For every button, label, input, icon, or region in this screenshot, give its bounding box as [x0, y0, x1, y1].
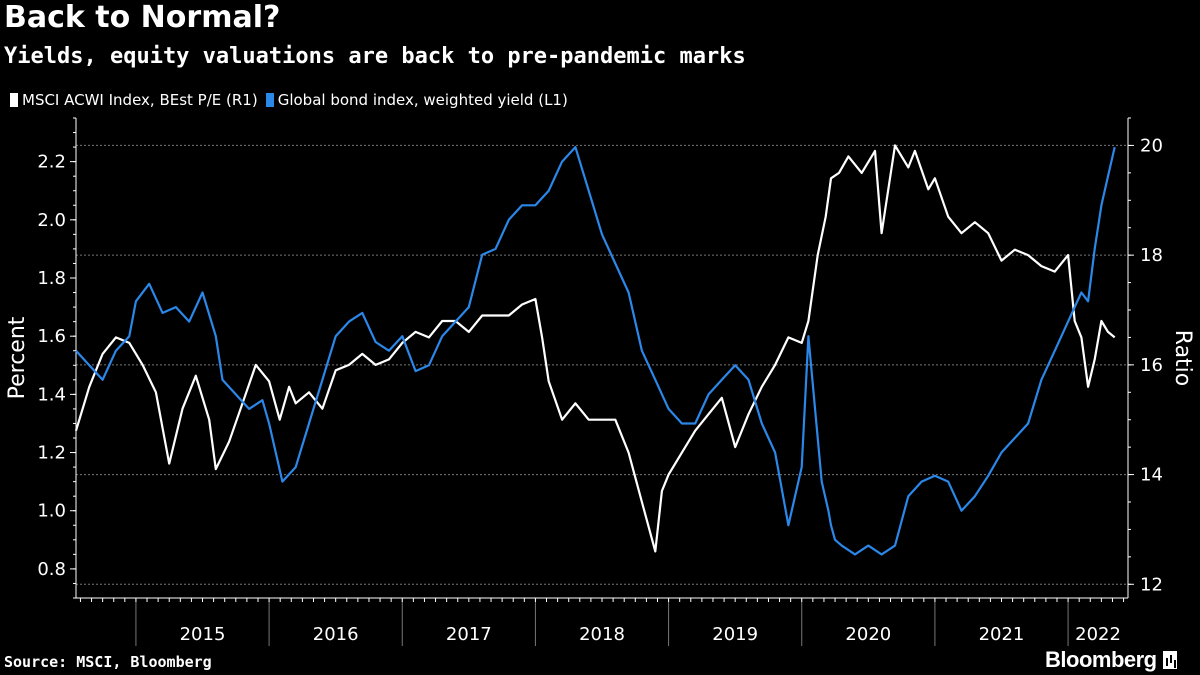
x-tick-label-2020: 2020 — [845, 624, 891, 645]
y-axis-right-title: Ratio — [1170, 330, 1195, 386]
legend-label-yield: Global bond index, weighted yield (L1) — [277, 91, 568, 109]
x-tick-label-2021: 2021 — [979, 624, 1025, 645]
chart-legend: MSCI ACWI Index, BEst P/E (R1) Global bo… — [10, 91, 576, 109]
x-tick-label-2015: 2015 — [180, 624, 226, 645]
y-axis-left-title: Percent — [5, 316, 30, 399]
y-right-tick-label-20: 20 — [1140, 135, 1163, 156]
page-subtitle: Yields, equity valuations are back to pr… — [4, 44, 746, 69]
x-tick-label-2019: 2019 — [712, 624, 758, 645]
y-right-tick-label-18: 18 — [1140, 245, 1163, 266]
x-tick-label-2016: 2016 — [313, 624, 359, 645]
bloomberg-chart-icon — [1162, 651, 1177, 669]
y-left-tick-label-1.0: 1.0 — [37, 501, 66, 522]
page-title: Back to Normal? — [4, 0, 281, 35]
series-line-pe — [74, 144, 1116, 553]
brand-text: Bloomberg — [1045, 647, 1157, 672]
y-left-tick-label-0.8: 0.8 — [37, 559, 66, 580]
y-left-tick-label-2.0: 2.0 — [37, 210, 66, 231]
y-left-tick-label-1.6: 1.6 — [37, 326, 66, 347]
legend-swatch-yield — [265, 93, 274, 107]
legend-swatch-pe — [10, 93, 18, 107]
x-tick-label-2017: 2017 — [446, 624, 492, 645]
legend-item-pe: MSCI ACWI Index, BEst P/E (R1) — [10, 91, 258, 109]
y-left-tick-label-2.2: 2.2 — [37, 152, 66, 173]
y-right-tick-label-12: 12 — [1140, 574, 1163, 595]
x-tick-label-2018: 2018 — [579, 624, 625, 645]
bloomberg-logo: Bloomberg — [1045, 647, 1177, 673]
y-right-tick-label-16: 16 — [1140, 355, 1163, 376]
y-left-tick-label-1.8: 1.8 — [37, 268, 66, 289]
series-line-yield — [75, 146, 1116, 556]
y-right-tick-label-14: 14 — [1140, 465, 1163, 486]
source-note: Source: MSCI, Bloomberg — [4, 653, 212, 671]
y-left-tick-label-1.4: 1.4 — [37, 384, 66, 405]
y-left-tick-label-1.2: 1.2 — [37, 443, 66, 464]
legend-label-pe: MSCI ACWI Index, BEst P/E (R1) — [22, 91, 258, 109]
legend-item-yield: Global bond index, weighted yield (L1) — [265, 91, 568, 109]
x-tick-label-2022: 2022 — [1075, 624, 1121, 645]
